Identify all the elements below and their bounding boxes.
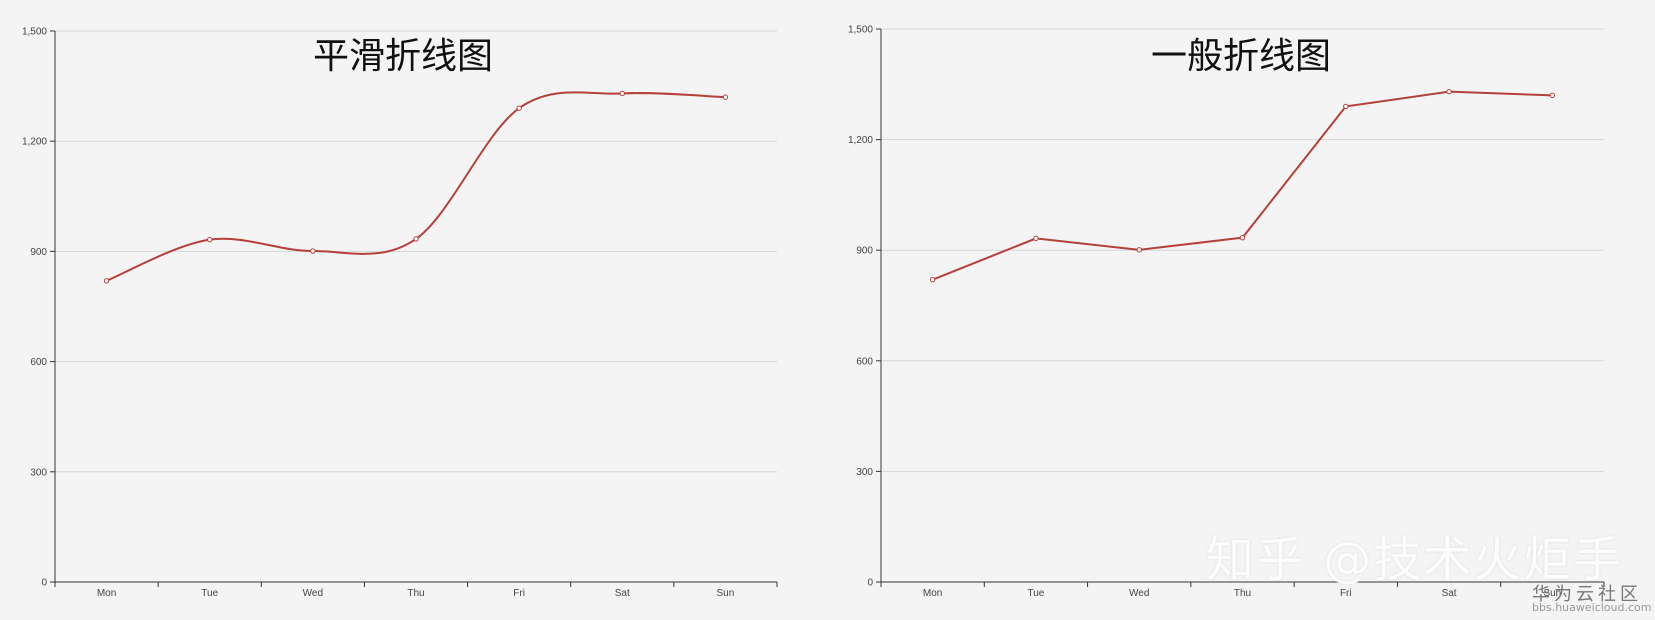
data-point <box>619 90 625 97</box>
x-tick-label: Wed <box>303 588 323 599</box>
y-tick-label: 600 <box>856 356 873 367</box>
x-tick-label: Tue <box>201 588 218 599</box>
y-tick-label: 600 <box>30 357 47 368</box>
series-line <box>106 91 726 282</box>
huaweicloud-watermark: 华为云社区 <box>1532 584 1642 605</box>
y-tick-label: 1,200 <box>848 135 873 146</box>
series-line <box>932 90 1553 281</box>
data-point <box>1343 103 1349 110</box>
x-tick-label: Thu <box>1234 588 1251 599</box>
chart-1: 0 300 600 900 1,200 1,500 Mon Tue Wed Thu Fri Sat Su… <box>22 27 778 599</box>
huaweicloud-url: bbs.huaweicloud.com <box>1532 601 1652 614</box>
y-tick-label: 900 <box>856 246 873 257</box>
y-tick-label: 1,500 <box>848 25 873 36</box>
data-point <box>722 94 729 100</box>
x-tick-label: Sat <box>1442 588 1457 599</box>
x-tick-label: Thu <box>407 588 424 599</box>
y-tick-label: 300 <box>856 467 873 478</box>
data-point <box>1136 247 1142 253</box>
data-point <box>310 248 316 254</box>
data-point <box>516 105 522 111</box>
data-point <box>1239 234 1246 241</box>
data-point <box>1446 88 1452 95</box>
chart-title: 平滑折线图 <box>313 36 493 77</box>
y-tick-label: 300 <box>30 467 47 478</box>
zhihu-watermark: 知乎 @技术火炬手 <box>1206 532 1624 588</box>
x-tick-label: Wed <box>1129 588 1149 599</box>
x-tick-label: Fri <box>513 588 525 599</box>
data-point <box>1033 235 1039 242</box>
x-tick-label: Tue <box>1027 588 1044 599</box>
data-point <box>413 236 419 242</box>
data-point <box>207 236 213 243</box>
y-tick-label: 0 <box>41 578 47 589</box>
data-point <box>929 276 936 283</box>
x-tick-label: Sat <box>615 588 630 599</box>
x-tick-label: Mon <box>923 588 942 599</box>
y-tick-label: 900 <box>30 247 47 258</box>
x-tick-label: Fri <box>1340 588 1352 599</box>
chart-title: 一般折线图 <box>1151 36 1331 77</box>
y-tick-label: 1,200 <box>22 137 47 148</box>
chart-2: 0 300 600 900 1,200 1,500 Mon Tue Wed Thu Fri Sat Su… <box>848 25 1605 599</box>
x-tick-label: Mon <box>97 588 116 599</box>
x-tick-label: Sun <box>717 588 735 599</box>
data-point <box>103 278 110 284</box>
y-tick-label: 1,500 <box>22 27 47 38</box>
y-tick-label: 0 <box>867 578 873 589</box>
x-tick-label: Sun <box>1543 588 1561 599</box>
data-point <box>1549 92 1556 99</box>
